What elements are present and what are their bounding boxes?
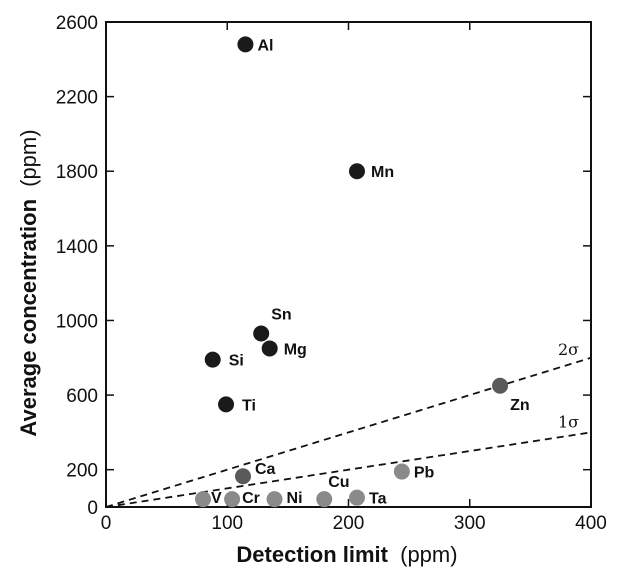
y-tick-label: 2600 bbox=[56, 13, 98, 34]
point-label: Al bbox=[257, 37, 273, 54]
y-axis-title-unit: (ppm) bbox=[16, 129, 41, 186]
data-point bbox=[195, 491, 211, 508]
point-label: Ca bbox=[255, 461, 276, 478]
y-tick-label: 200 bbox=[66, 461, 98, 482]
data-point bbox=[316, 491, 333, 508]
data-point bbox=[492, 377, 509, 394]
point-label: Si bbox=[229, 353, 244, 370]
point-label: Ni bbox=[287, 490, 303, 507]
x-tick-label: 200 bbox=[333, 513, 365, 534]
sigma-line bbox=[105, 431, 592, 508]
plot-frame bbox=[105, 21, 592, 508]
data-point bbox=[218, 396, 235, 413]
point-label: Mg bbox=[284, 341, 307, 358]
y-tick-label: 600 bbox=[66, 386, 98, 407]
point-label: Sn bbox=[271, 307, 291, 324]
x-tick-label: 400 bbox=[575, 513, 607, 534]
sigma-line-label: 1σ bbox=[558, 412, 579, 431]
x-axis-title-unit: (ppm) bbox=[400, 542, 457, 567]
data-point bbox=[253, 325, 270, 342]
point-label: V bbox=[211, 490, 222, 507]
y-tick-label: 0 bbox=[87, 498, 98, 519]
point-label: Cu bbox=[328, 474, 349, 491]
data-point bbox=[348, 163, 365, 180]
y-axis-title-main: Average concentration bbox=[16, 199, 41, 437]
y-tick-label: 1400 bbox=[56, 237, 98, 258]
x-tick-label: 0 bbox=[101, 513, 112, 534]
data-point bbox=[261, 340, 278, 357]
x-axis-title: Detection limit (ppm) bbox=[236, 542, 457, 567]
x-tick-label: 300 bbox=[454, 513, 486, 534]
point-label: Ta bbox=[369, 491, 387, 508]
data-point bbox=[393, 463, 410, 480]
x-axis-title-main: Detection limit bbox=[236, 542, 388, 567]
y-tick-label: 1000 bbox=[56, 311, 98, 332]
data-point bbox=[235, 468, 252, 485]
data-point bbox=[224, 491, 241, 508]
data-point bbox=[266, 491, 283, 508]
point-label: Zn bbox=[510, 397, 530, 414]
data-point bbox=[348, 489, 365, 506]
data-point bbox=[204, 351, 221, 368]
point-label: Mn bbox=[371, 164, 394, 181]
y-tick-label: 2200 bbox=[56, 88, 98, 109]
sigma-line bbox=[105, 356, 592, 508]
point-label: Cr bbox=[242, 490, 260, 507]
data-point bbox=[237, 36, 254, 53]
y-tick-label: 1800 bbox=[56, 162, 98, 183]
point-label: Ti bbox=[242, 397, 256, 414]
y-axis-title: Average concentration (ppm) bbox=[16, 129, 41, 436]
sigma-line-label: 2σ bbox=[558, 340, 579, 359]
x-tick-label: 100 bbox=[211, 513, 243, 534]
point-label: Pb bbox=[414, 465, 435, 482]
